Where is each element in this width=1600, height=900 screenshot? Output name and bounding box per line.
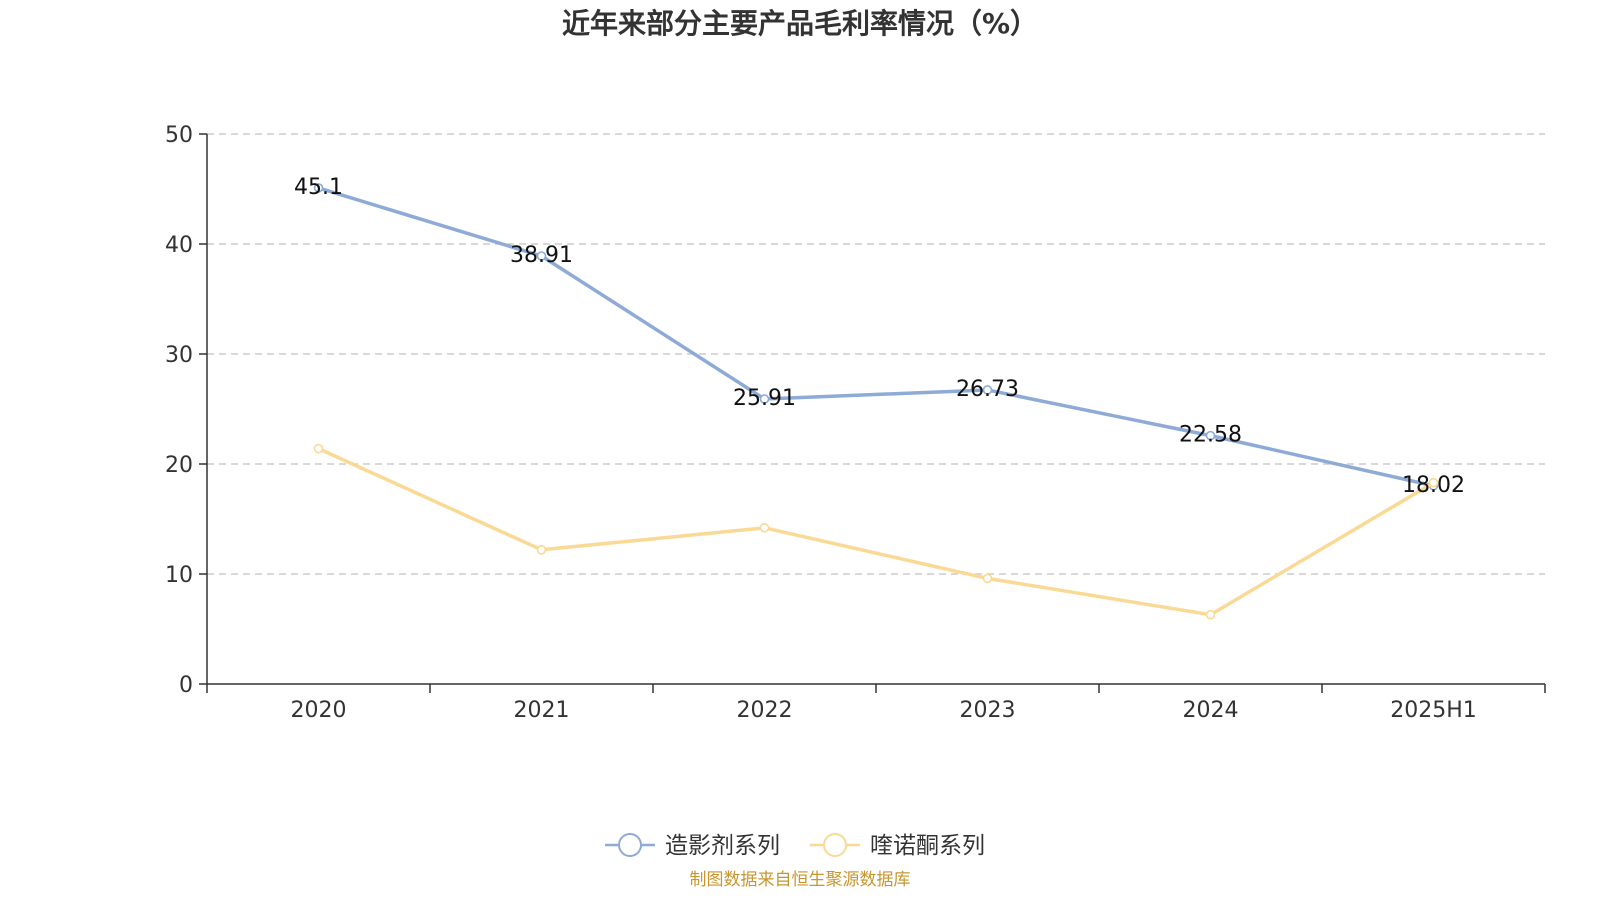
series-0-point[interactable] xyxy=(536,251,547,261)
series-1-point[interactable] xyxy=(1205,609,1216,620)
series-0-point[interactable] xyxy=(759,394,770,404)
series-layer xyxy=(313,183,1439,620)
x-tick-label: 2022 xyxy=(737,698,793,723)
x-tick-label: 2025H1 xyxy=(1390,698,1477,723)
series-1-point[interactable] xyxy=(536,544,547,555)
data-label: 45.1 xyxy=(294,175,343,200)
series-1-point[interactable] xyxy=(982,573,993,584)
data-label: 38.91 xyxy=(510,243,573,268)
y-tick-label: 10 xyxy=(165,563,193,588)
series-1-point[interactable] xyxy=(759,522,770,533)
x-tick-label: 2024 xyxy=(1183,698,1239,723)
data-label: 26.73 xyxy=(956,377,1019,402)
series-0-point[interactable] xyxy=(982,385,993,395)
legend-marker xyxy=(823,833,847,857)
y-tick-label: 20 xyxy=(165,453,193,478)
legend-label: 喹诺酮系列 xyxy=(870,833,985,859)
data-labels: 45.1 38.91 25.91 26.73 22.58 18.02 xyxy=(294,175,1465,498)
x-tick-label: 2021 xyxy=(514,698,570,723)
data-label: 25.91 xyxy=(733,386,796,411)
series-line-0 xyxy=(317,186,1434,488)
series-1-point[interactable] xyxy=(313,443,324,454)
legend-item-0[interactable]: 造影剂系列 xyxy=(605,833,780,859)
chart-title: 近年来部分主要产品毛利率情况（%） xyxy=(562,7,1038,40)
legend-label: 造影剂系列 xyxy=(665,833,780,859)
series-line-1 xyxy=(317,447,1435,617)
grid-lines xyxy=(207,133,1545,575)
y-tick-label: 0 xyxy=(179,673,193,698)
y-tick-label: 40 xyxy=(165,233,193,258)
x-tick-label: 2023 xyxy=(960,698,1016,723)
source-note: 制图数据来自恒生聚源数据库 xyxy=(690,870,911,890)
data-label: 18.02 xyxy=(1402,473,1465,498)
legend-marker xyxy=(618,833,642,857)
legend[interactable]: 造影剂系列 喹诺酮系列 xyxy=(605,833,985,859)
axes: 0 10 20 30 40 50 2020 2021 2022 2023 2024 2025H1 xyxy=(165,123,1546,723)
y-tick-label: 30 xyxy=(165,343,193,368)
series-0-point[interactable] xyxy=(1205,430,1216,441)
legend-item-1[interactable]: 喹诺酮系列 xyxy=(810,833,985,859)
series-0-point[interactable] xyxy=(313,183,324,193)
y-tick-label: 50 xyxy=(165,123,193,148)
series-1-point[interactable] xyxy=(1428,477,1439,488)
x-tick-label: 2020 xyxy=(291,698,347,723)
data-label: 22.58 xyxy=(1179,423,1242,448)
